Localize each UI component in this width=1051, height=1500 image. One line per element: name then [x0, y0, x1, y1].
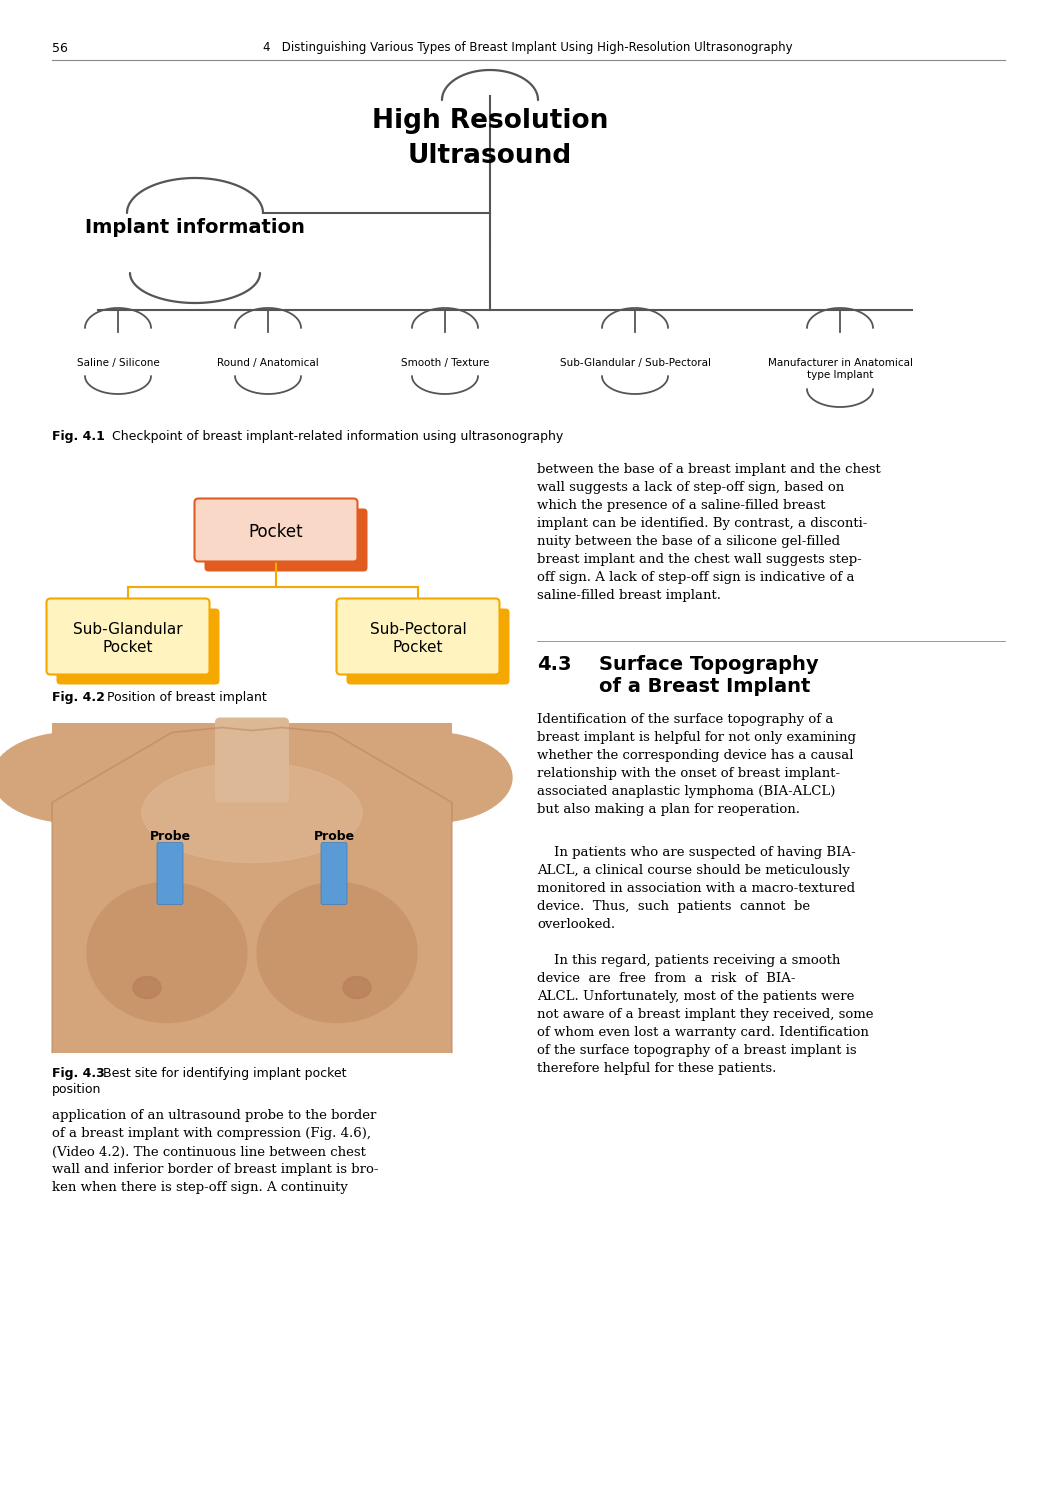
Text: Sub-Pectoral
Pocket: Sub-Pectoral Pocket: [370, 621, 467, 656]
FancyBboxPatch shape: [215, 717, 289, 803]
Ellipse shape: [87, 882, 247, 1023]
FancyBboxPatch shape: [347, 609, 510, 684]
Text: In this regard, patients receiving a smooth
device  are  free  from  a  risk  of: In this regard, patients receiving a smo…: [537, 954, 873, 1076]
Text: Surface Topography: Surface Topography: [599, 656, 819, 674]
FancyBboxPatch shape: [336, 598, 499, 675]
Text: Implant information: Implant information: [85, 217, 305, 237]
Text: Probe: Probe: [149, 830, 190, 843]
Text: Round / Anatomical: Round / Anatomical: [218, 358, 318, 368]
Text: 4   Distinguishing Various Types of Breast Implant Using High-Resolution Ultraso: 4 Distinguishing Various Types of Breast…: [263, 42, 792, 54]
Text: 4.3: 4.3: [537, 656, 572, 674]
Text: Saline / Silicone: Saline / Silicone: [77, 358, 160, 368]
Text: Best site for identifying implant pocket: Best site for identifying implant pocket: [99, 1068, 347, 1080]
Text: Ultrasound: Ultrasound: [408, 142, 572, 170]
Text: application of an ultrasound probe to the border
of a breast implant with compre: application of an ultrasound probe to th…: [51, 1110, 378, 1194]
Text: position: position: [51, 1083, 101, 1095]
FancyBboxPatch shape: [46, 598, 209, 675]
Text: between the base of a breast implant and the chest
wall suggests a lack of step-: between the base of a breast implant and…: [537, 464, 881, 602]
Text: 56: 56: [51, 42, 68, 54]
Text: Smooth / Texture: Smooth / Texture: [400, 358, 489, 368]
FancyBboxPatch shape: [57, 609, 220, 684]
Ellipse shape: [343, 976, 371, 999]
FancyBboxPatch shape: [51, 723, 452, 1053]
FancyBboxPatch shape: [157, 843, 183, 904]
Text: Fig. 4.2: Fig. 4.2: [51, 690, 105, 703]
Text: Fig. 4.1: Fig. 4.1: [51, 430, 105, 442]
Text: Fig. 4.3: Fig. 4.3: [51, 1068, 105, 1080]
Ellipse shape: [257, 882, 417, 1023]
Text: of a Breast Implant: of a Breast Implant: [599, 676, 810, 696]
Text: High Resolution: High Resolution: [372, 108, 609, 134]
Text: Checkpoint of breast implant-related information using ultrasonography: Checkpoint of breast implant-related inf…: [104, 430, 563, 442]
FancyBboxPatch shape: [194, 498, 357, 561]
Text: Manufacturer in Anatomical
type Implant: Manufacturer in Anatomical type Implant: [767, 358, 912, 381]
Ellipse shape: [0, 732, 152, 822]
Text: Pocket: Pocket: [249, 524, 304, 542]
FancyBboxPatch shape: [321, 843, 347, 904]
Ellipse shape: [352, 732, 512, 822]
Ellipse shape: [142, 762, 362, 862]
Text: Identification of the surface topography of a
breast implant is helpful for not : Identification of the surface topography…: [537, 712, 856, 816]
FancyBboxPatch shape: [205, 509, 368, 572]
Text: Position of breast implant: Position of breast implant: [99, 690, 267, 703]
Text: Sub-Glandular
Pocket: Sub-Glandular Pocket: [74, 621, 183, 656]
Text: Sub-Glandular / Sub-Pectoral: Sub-Glandular / Sub-Pectoral: [559, 358, 710, 368]
Ellipse shape: [133, 976, 161, 999]
Text: Probe: Probe: [313, 830, 354, 843]
Text: In patients who are suspected of having BIA-
ALCL, a clinical course should be m: In patients who are suspected of having …: [537, 846, 856, 932]
